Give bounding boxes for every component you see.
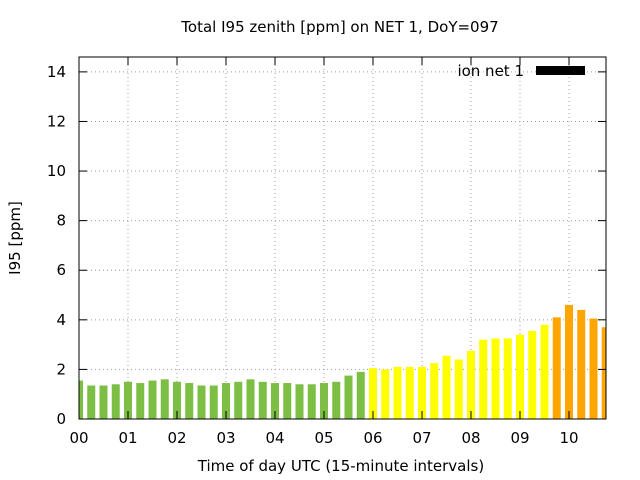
bar [185,383,194,419]
x-tick-label: 03 [216,429,235,447]
x-axis-ticks: 00 01 02 03 04 05 06 07 08 09 10 [69,57,579,447]
bar [124,381,132,419]
bar [344,375,353,419]
bar [467,350,475,419]
y-tick-label: 14 [47,63,66,81]
bar [565,304,573,419]
y-tick-label: 10 [47,162,66,180]
legend: ion net 1 [457,62,585,80]
bar [79,380,83,419]
bar [479,339,488,419]
bar [258,381,267,419]
x-tick-label: 00 [69,429,88,447]
bar [393,366,402,419]
legend-label: ion net 1 [457,62,524,80]
x-tick-label: 08 [461,429,480,447]
y-tick-label: 4 [56,311,66,329]
bar [111,384,120,419]
x-tick-label: 02 [167,429,186,447]
y-axis-ticks: 0 2 4 6 8 10 12 14 [47,63,606,428]
bars [79,304,606,419]
bar [491,338,500,419]
y-tick-label: 12 [47,112,66,130]
bar [234,381,243,419]
x-tick-label: 01 [118,429,137,447]
x-tick-label: 04 [265,429,284,447]
bar [246,379,255,419]
grid [79,57,606,419]
bar [418,366,426,419]
x-tick-label: 09 [510,429,529,447]
bar [160,379,169,419]
bar [332,381,341,419]
bar [271,383,279,419]
bar [209,385,218,419]
bar [173,381,181,419]
bar [222,383,230,419]
bar [577,309,586,419]
bar [99,385,108,419]
bar [405,366,414,419]
bar [148,380,157,419]
bar [503,338,512,419]
y-tick-label: 6 [56,261,66,279]
bar [454,359,463,419]
y-axis-label: I95 [ppm] [6,201,24,275]
bar [601,327,606,419]
y-tick-label: 2 [56,360,66,378]
chart-title: Total I95 zenith [ppm] on NET 1, DoY=097 [180,18,498,36]
y-tick-label: 8 [56,212,66,230]
bar [589,318,598,419]
bar [540,324,549,419]
bar [356,371,365,419]
y-tick-label: 0 [56,410,66,428]
bar [442,355,451,419]
bar [136,383,145,419]
bar [197,385,206,419]
bar [369,368,377,419]
x-tick-label: 07 [412,429,431,447]
x-tick-label: 06 [363,429,382,447]
bar [516,334,524,419]
legend-swatch [536,66,585,75]
bar [528,330,537,419]
bar [430,363,439,419]
x-tick-label: 05 [314,429,333,447]
bar [295,384,304,419]
bar [87,385,96,419]
bar [307,384,316,419]
bar [283,383,292,419]
bar [320,383,328,419]
bar [381,369,390,419]
plot-frame [78,56,607,420]
bar [552,317,561,419]
x-axis-label: Time of day UTC (15-minute intervals) [197,457,484,475]
x-tick-label: 10 [559,429,578,447]
